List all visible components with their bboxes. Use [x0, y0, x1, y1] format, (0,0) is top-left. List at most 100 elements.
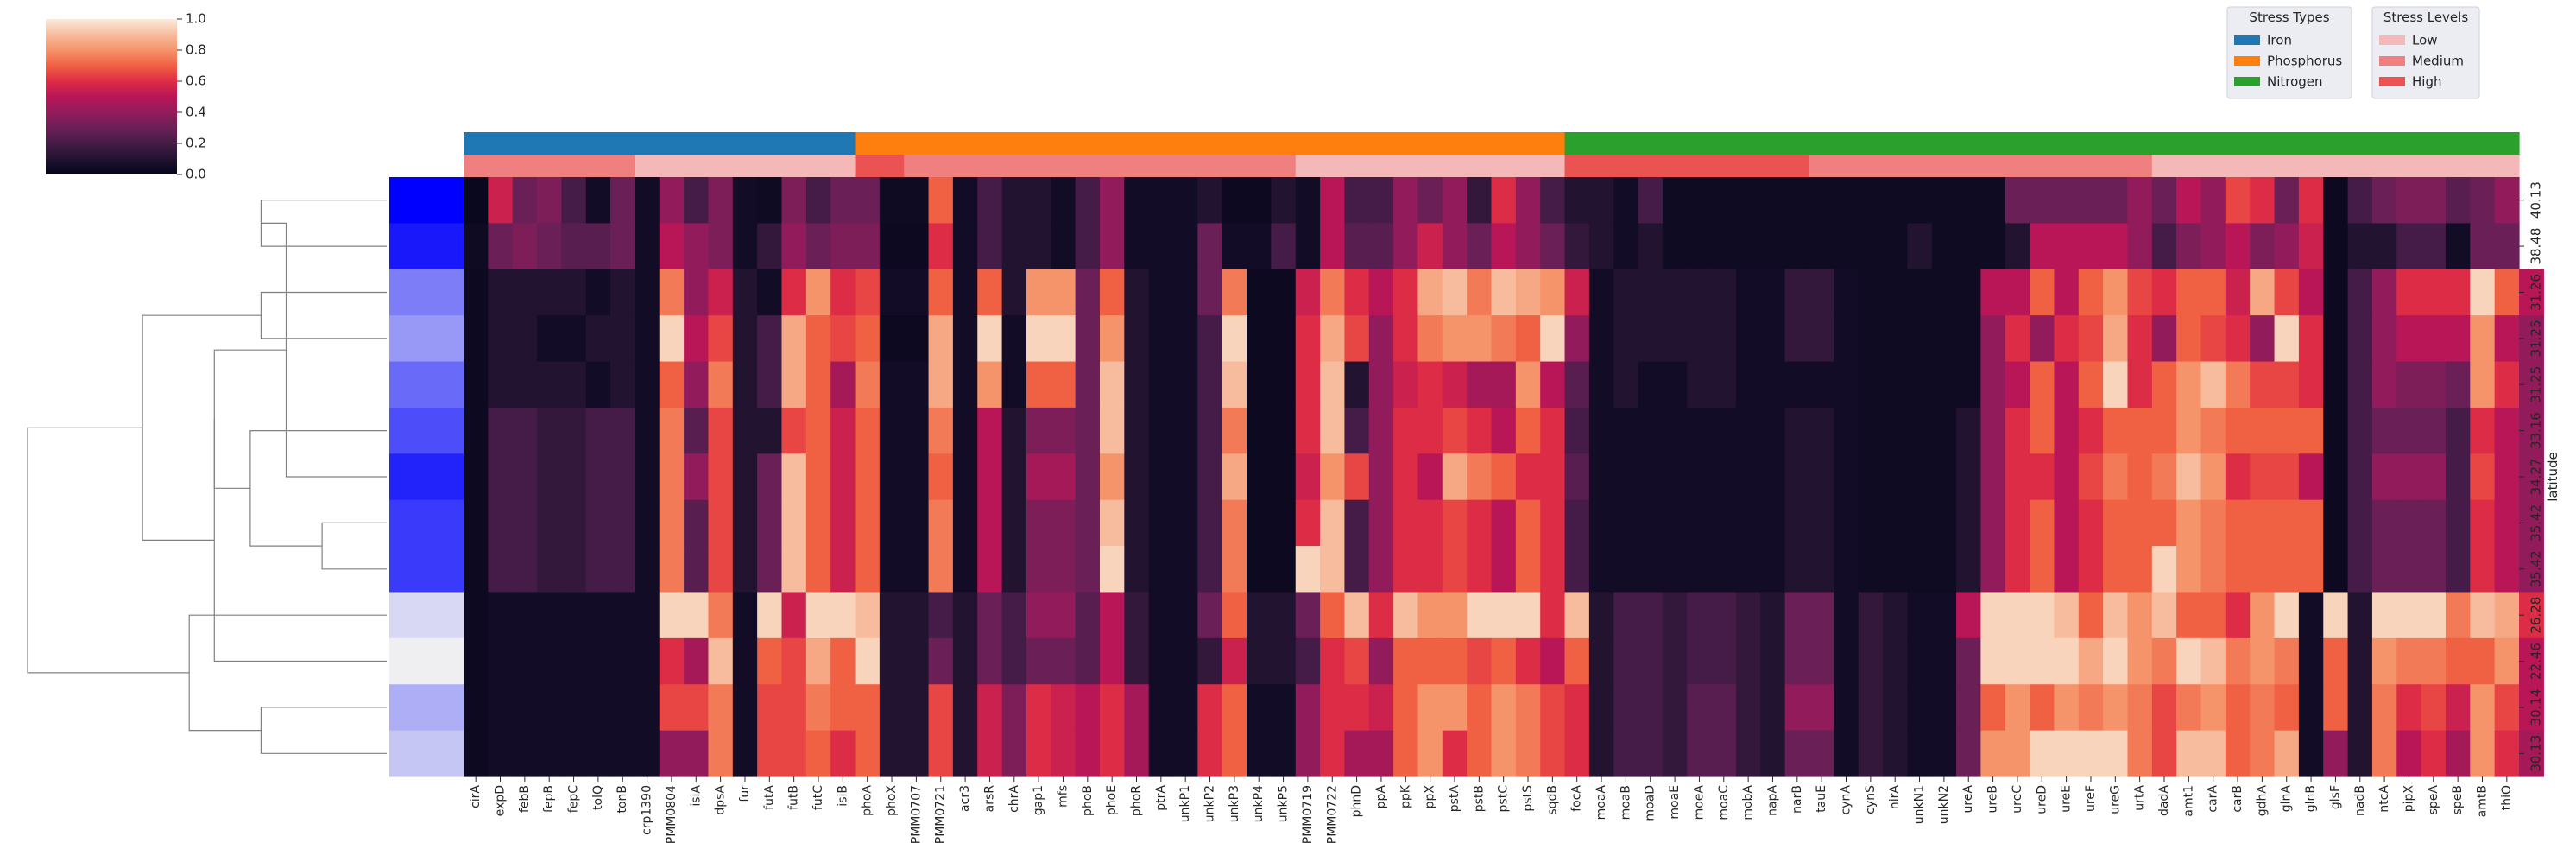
heatmap-cell	[977, 453, 1003, 501]
heatmap-cell	[2078, 315, 2104, 363]
heatmap-cell	[1588, 730, 1614, 777]
heatmap-cell	[732, 684, 758, 732]
heatmap-cell	[1735, 223, 1761, 270]
heatmap-cell	[1662, 223, 1688, 270]
heatmap-cell	[904, 592, 930, 639]
heatmap-cell	[2127, 315, 2153, 363]
heatmap-cell	[659, 177, 685, 224]
legend-label: Phosphorus	[2267, 54, 2342, 69]
heatmap-cell	[1026, 407, 1051, 454]
heatmap-cell	[2494, 730, 2520, 777]
heatmap-cell	[1956, 499, 1982, 547]
stress-level-cell	[1588, 155, 1614, 177]
stress-level-cell	[1956, 155, 1982, 177]
heatmap-cell	[561, 592, 587, 639]
heatmap-cell	[805, 361, 831, 409]
heatmap-cell	[488, 269, 514, 316]
heatmap-cell	[1735, 730, 1761, 777]
heatmap-cell	[2396, 453, 2422, 501]
heatmap-cell	[2323, 453, 2349, 501]
heatmap-cell	[1784, 499, 1810, 547]
heatmap-cell	[757, 453, 783, 501]
heatmap-cell	[2054, 361, 2080, 409]
heatmap-cell	[561, 499, 587, 547]
heatmap-cell	[2250, 499, 2276, 547]
legend-label: Iron	[2267, 33, 2292, 48]
heatmap-cell	[1883, 546, 1908, 593]
heatmap-cell	[488, 546, 514, 593]
heatmap-cell	[1197, 269, 1223, 316]
heatmap-cell	[1907, 453, 1933, 501]
stress-type-cell	[757, 132, 783, 155]
stress-type-cell	[904, 132, 930, 155]
heatmap-cell	[1197, 637, 1223, 685]
heatmap-cell	[1809, 269, 1834, 316]
heatmap-cell	[1026, 637, 1051, 685]
heatmap-cell	[1564, 730, 1590, 777]
heatmap-cell	[1662, 730, 1688, 777]
heatmap-cell	[2005, 592, 2030, 639]
heatmap-cell	[512, 453, 538, 501]
heatmap-cell	[1271, 315, 1297, 363]
heatmap-cell	[855, 177, 881, 224]
heatmap-cell	[2200, 269, 2226, 316]
heatmap-cell	[1564, 499, 1590, 547]
heatmap-cell	[2494, 546, 2520, 593]
heatmap-cell	[1124, 453, 1150, 501]
heatmap-cell	[1320, 315, 1346, 363]
row-color-cell	[389, 684, 464, 732]
heatmap-cell	[1711, 730, 1737, 777]
x-tick-label: ppA	[1374, 785, 1388, 809]
heatmap-cell	[2151, 315, 2177, 363]
heatmap-cell	[2176, 315, 2202, 363]
heatmap-cell	[1491, 407, 1517, 454]
x-tick-label: pstA	[1448, 785, 1462, 813]
heatmap-cell	[1515, 684, 1541, 732]
heatmap-cell	[561, 361, 587, 409]
heatmap-cell	[2176, 407, 2202, 454]
x-tick-label: moaC	[1717, 785, 1731, 821]
heatmap-cell	[1148, 315, 1174, 363]
row-color-cell	[389, 315, 464, 363]
stress-level-cell	[1124, 155, 1150, 177]
stress-type-cell	[2054, 132, 2080, 155]
heatmap-cell	[537, 361, 562, 409]
heatmap-cell	[1662, 546, 1688, 593]
heatmap-cell	[2445, 407, 2471, 454]
heatmap-cell	[1834, 546, 1859, 593]
heatmap-cell	[1442, 730, 1468, 777]
heatmap-cell	[1515, 407, 1541, 454]
heatmap-cell	[1883, 637, 1908, 685]
heatmap-cell	[2151, 546, 2177, 593]
heatmap-cell	[1320, 361, 1346, 409]
heatmap-cell	[610, 592, 636, 639]
heatmap-cell	[2298, 223, 2324, 270]
stress-type-cell	[561, 132, 587, 155]
heatmap-cell	[1491, 361, 1517, 409]
heatmap-cell	[1613, 637, 1639, 685]
y-tick-labels: 40.13 38.48 31.26 31.25 31.25 33.16 34.27 35.42…	[2519, 181, 2544, 772]
heatmap-cell	[1784, 407, 1810, 454]
stress-level-cell	[1564, 155, 1590, 177]
heatmap-cell	[1197, 592, 1223, 639]
heatmap-cell	[635, 499, 660, 547]
heatmap-cell	[1247, 499, 1272, 547]
heatmap-cell	[2176, 730, 2202, 777]
heatmap-cell	[512, 592, 538, 639]
heatmap-cell	[1247, 592, 1272, 639]
heatmap-cell	[1026, 361, 1051, 409]
heatmap-cell	[2054, 499, 2080, 547]
stress-level-cell	[2078, 155, 2104, 177]
heatmap-cell	[1442, 499, 1468, 547]
heatmap-cell	[757, 730, 783, 777]
heatmap-cell	[1026, 546, 1051, 593]
stress-type-cell	[1760, 132, 1786, 155]
stress-level-cell	[2200, 155, 2226, 177]
heatmap-cell	[659, 361, 685, 409]
heatmap-cell	[732, 499, 758, 547]
stress-type-cell	[1687, 132, 1713, 155]
heatmap-cell	[488, 637, 514, 685]
heatmap-cell	[2151, 592, 2177, 639]
heatmap-cell	[1295, 546, 1321, 593]
heatmap-cell	[464, 684, 489, 732]
